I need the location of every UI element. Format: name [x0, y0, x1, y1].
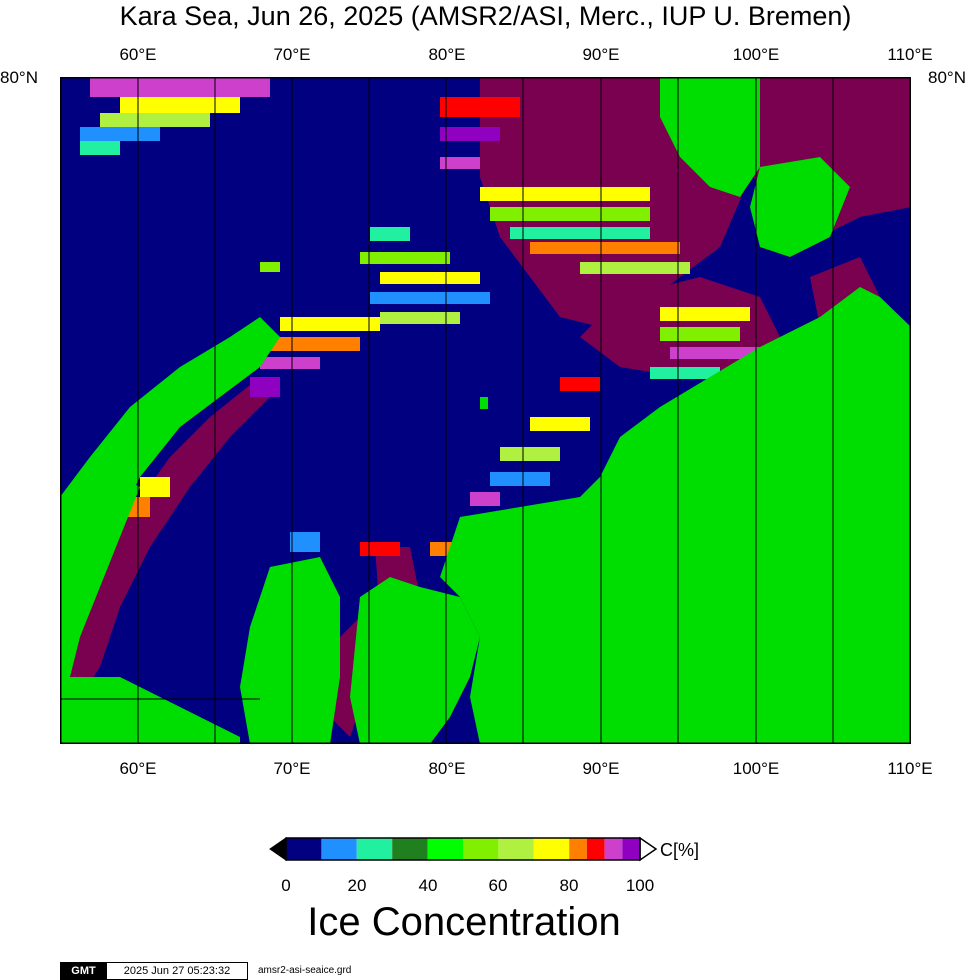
colorbar-tick-40: 40 [418, 876, 438, 895]
sea-ice-marginal [80, 77, 910, 556]
gmt-timestamp: 2025 Jun 27 05:23:32 [106, 962, 248, 980]
colorbar-tick-80: 80 [559, 876, 579, 895]
lon-tick-bottom-100: 100°E [732, 759, 780, 778]
map-title: Kara Sea, Jun 26, 2025 (AMSR2/ASI, Merc.… [119, 1, 852, 31]
lon-tick-top-80: 80°E [428, 45, 466, 64]
colorbar-under-triangle [269, 837, 287, 861]
colorbar [269, 836, 658, 862]
colorbar-bin-1 [321, 838, 357, 860]
colorbar-bin-11 [622, 838, 640, 860]
lat-tick-left-80: 80°N [0, 68, 38, 87]
land [60, 77, 911, 744]
lon-tick-bottom-90: 90°E [582, 759, 620, 778]
colorbar-frame [285, 837, 641, 861]
lon-tick-top-110: 110°E [887, 45, 933, 64]
lat-tick-right-80: 80°N [928, 68, 966, 87]
grid-filename: amsr2-asi-seaice.grd [258, 965, 352, 976]
lon-tick-top-70: 70°E [273, 45, 311, 64]
colorbar-bin-6 [498, 838, 534, 860]
colorbar-label: Ice Concentration [307, 900, 621, 944]
lon-tick-top-100: 100°E [732, 45, 780, 64]
graticule [60, 77, 834, 744]
colorbar-over-triangle [639, 836, 658, 862]
colorbar-tick-20: 20 [347, 876, 367, 895]
colorbar-bin-9 [586, 838, 605, 860]
colorbar-bin-2 [356, 838, 393, 860]
colorbar-bin-10 [604, 838, 623, 860]
gmt-logo: GMT [60, 962, 107, 980]
colorbar-tick-100: 100 [625, 876, 655, 895]
colorbar-bin-8 [569, 838, 587, 860]
colorbar-bin-3 [392, 838, 428, 860]
colorbar-bin-4 [427, 838, 463, 860]
lon-tick-bottom-80: 80°E [428, 759, 466, 778]
colorbar-bin-7 [533, 838, 570, 860]
lon-tick-bottom-70: 70°E [273, 759, 311, 778]
ice-concentration-map [60, 77, 911, 744]
map-frame [60, 77, 911, 744]
colorbar-tick-60: 60 [488, 876, 508, 895]
colorbar-bin-5 [463, 838, 499, 860]
colorbar-bin-0 [286, 838, 322, 860]
colorbar-unit: C[%] [660, 840, 700, 860]
lon-tick-bottom-60: 60°E [119, 759, 157, 778]
lon-tick-bottom-110: 110°E [887, 759, 933, 778]
lon-tick-top-90: 90°E [582, 45, 620, 64]
lon-tick-top-60: 60°E [119, 45, 157, 64]
colorbar-tick-0: 0 [281, 876, 291, 895]
